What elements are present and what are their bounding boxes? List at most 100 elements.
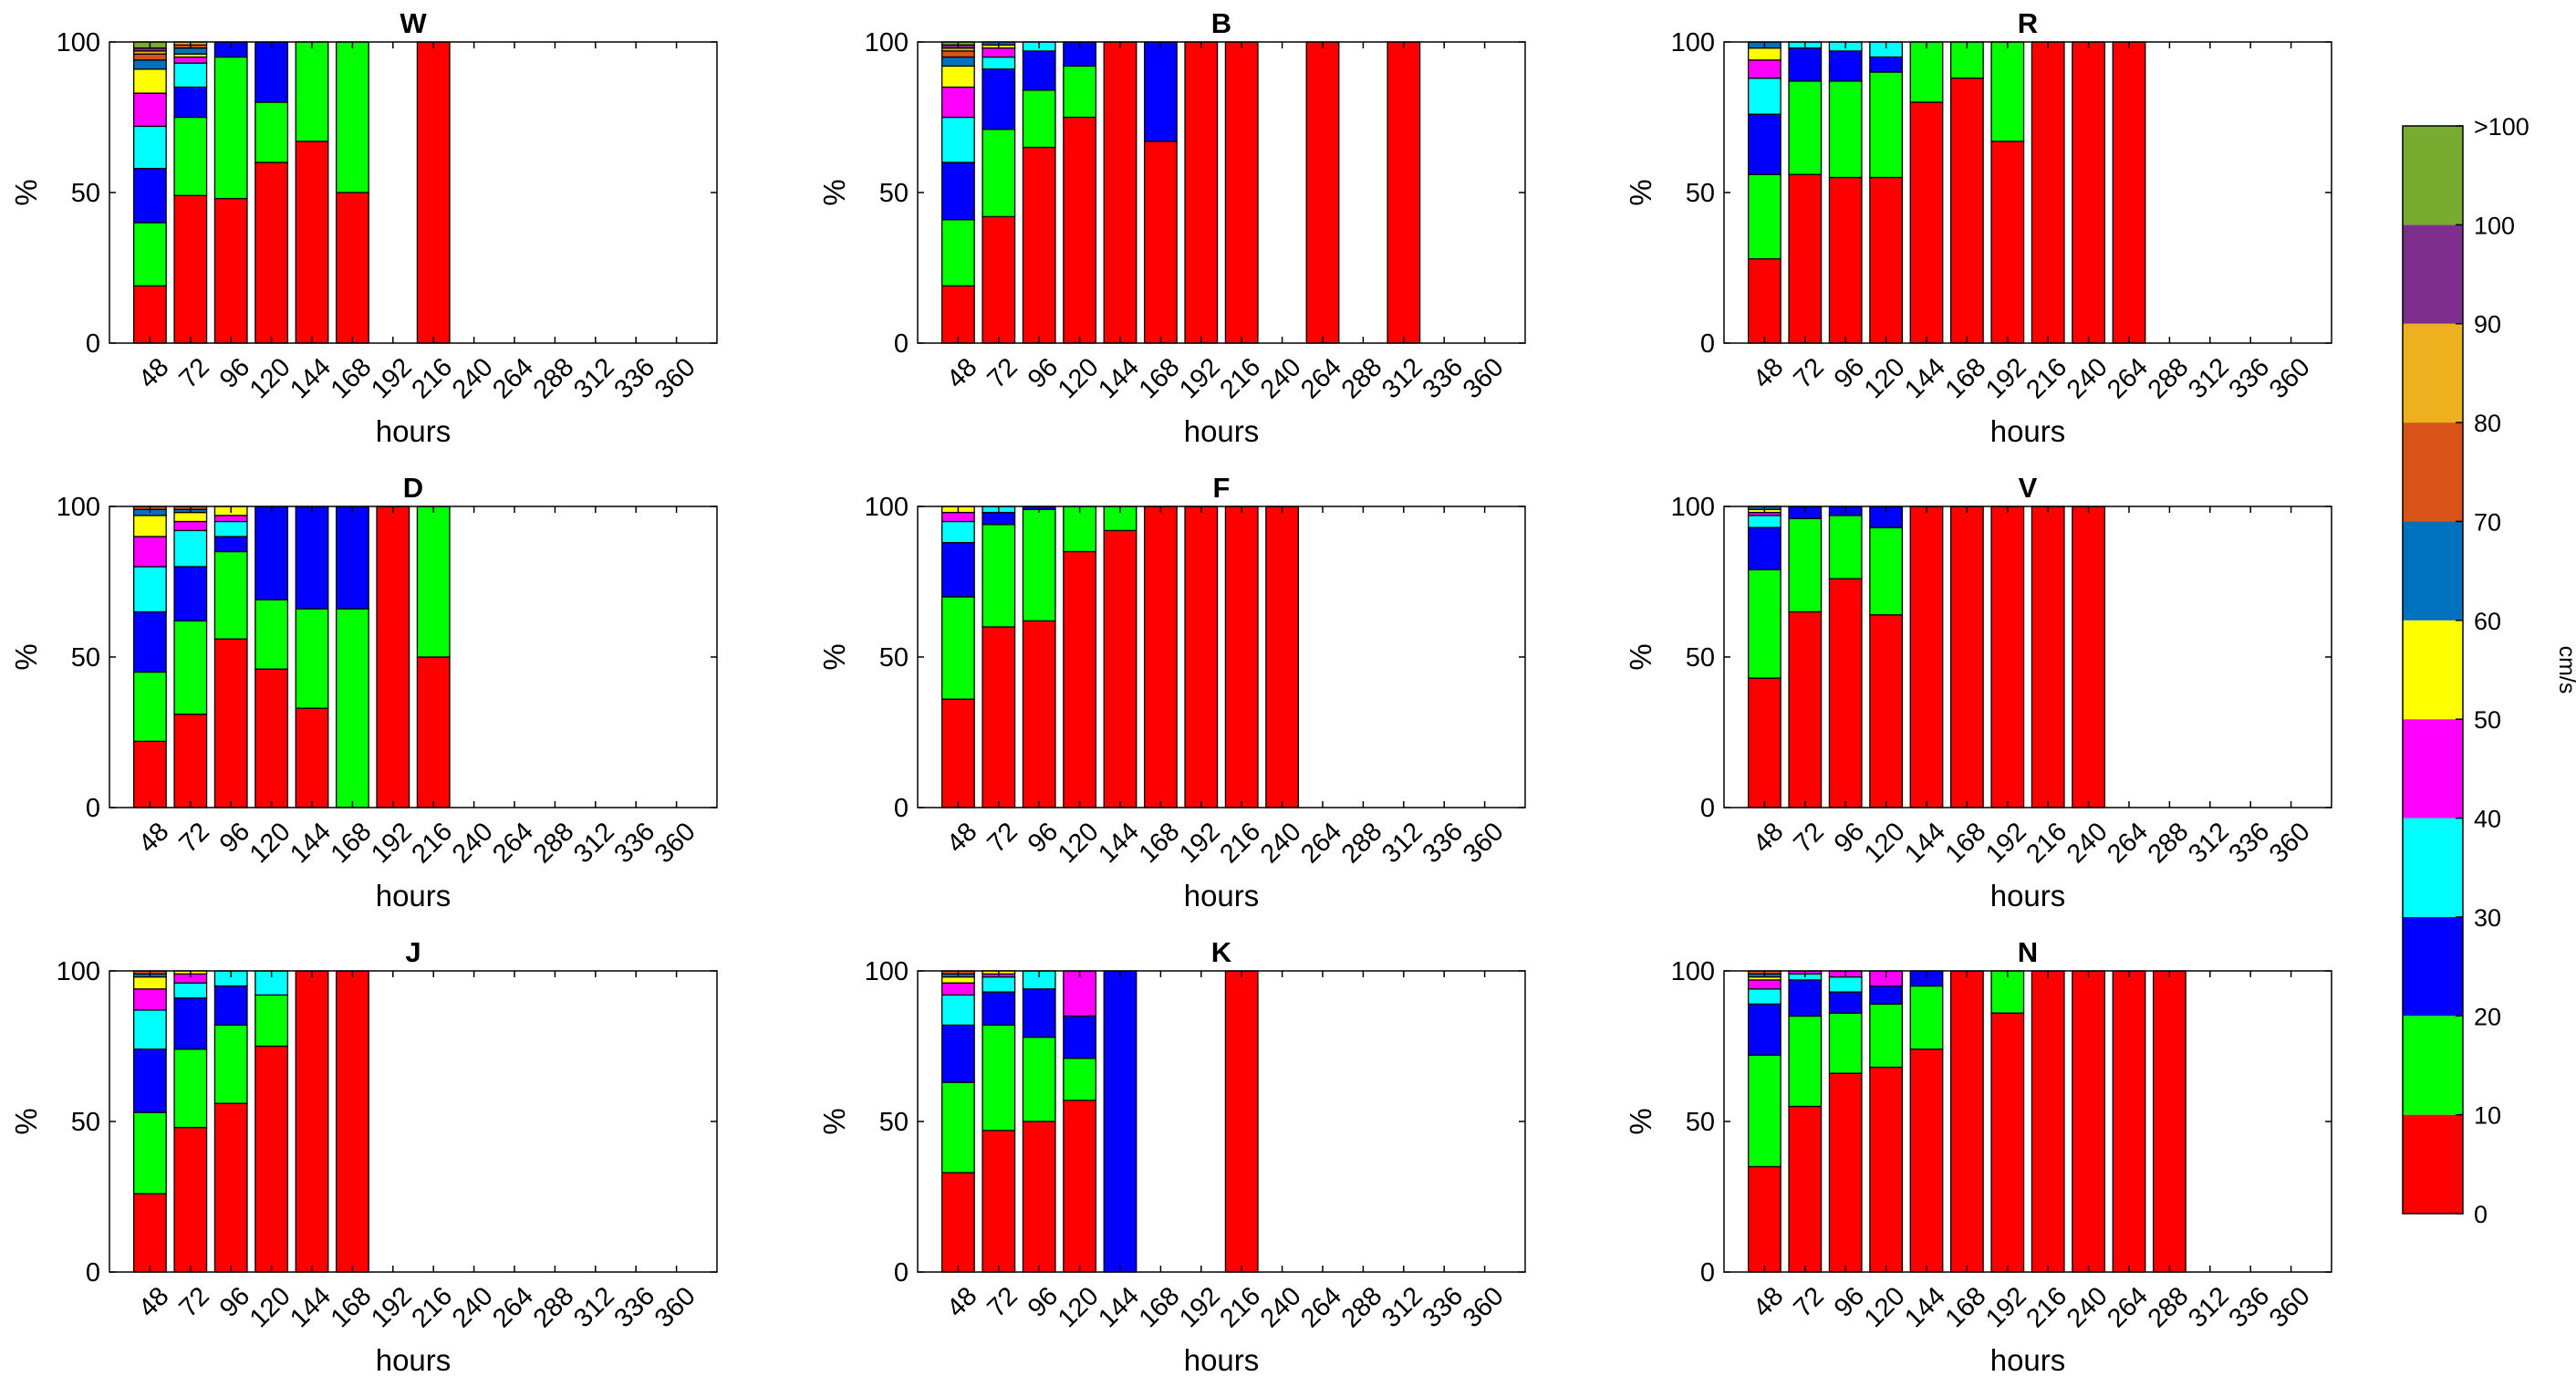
bar-segment — [173, 62, 208, 89]
x-axis-label: hours — [1184, 414, 1260, 448]
x-tick-label: 336 — [608, 1281, 660, 1333]
bar-segment — [1265, 506, 1300, 808]
bar-segment — [132, 92, 167, 128]
bar-segment — [1869, 1066, 1904, 1273]
bar-segment — [1063, 1100, 1097, 1273]
bar-segment — [982, 47, 1016, 58]
bar-segment — [1747, 77, 1781, 115]
x-tick-label: 360 — [649, 817, 701, 869]
x-tick-label: 120 — [244, 1281, 296, 1333]
y-tick-label: 0 — [1700, 329, 1715, 359]
bar-segment — [132, 1111, 167, 1194]
bar-segment — [2072, 970, 2106, 1273]
colorbar-label: cm/s — [2554, 646, 2576, 694]
x-tick-label: 72 — [982, 352, 1023, 393]
y-tick-label: 50 — [71, 643, 100, 673]
bar-segment — [1869, 56, 1904, 73]
x-tick-label: 312 — [1376, 1281, 1428, 1333]
bar-segment — [295, 970, 329, 1273]
y-tick-label: 0 — [894, 329, 909, 359]
bar-segment — [1828, 50, 1863, 82]
x-tick-label: 288 — [1336, 352, 1388, 404]
colorbar-tick-label: 50 — [2474, 706, 2501, 734]
bar-segment — [132, 1193, 167, 1273]
x-tick-label: 216 — [406, 817, 458, 869]
x-tick-label: 288 — [528, 352, 580, 404]
bar-segment — [1869, 614, 1904, 808]
bar-segment — [254, 1045, 289, 1273]
bar-segment — [1184, 506, 1219, 808]
bar-segment — [1869, 985, 1904, 1005]
x-tick-label: 360 — [2264, 352, 2316, 404]
y-tick-label: 100 — [1671, 957, 1715, 986]
bar-segment — [982, 991, 1016, 1027]
bar-segment — [254, 994, 289, 1048]
bar-segment — [940, 162, 975, 221]
y-tick-label: 0 — [86, 794, 100, 823]
bar-segment — [1828, 1072, 1863, 1273]
bar-segment — [1063, 550, 1097, 808]
bar-segment — [1828, 80, 1863, 179]
colorbar-swatch — [2403, 224, 2463, 324]
panel-n: 0501004872961201441681922162402642883123… — [1624, 936, 2332, 1377]
panel-title: V — [2019, 472, 2038, 504]
bar-segment — [1305, 41, 1340, 344]
bar-segment — [173, 56, 208, 64]
x-tick-label: 360 — [2264, 1281, 2316, 1333]
x-tick-label: 336 — [1417, 1281, 1469, 1333]
x-tick-label: 216 — [1214, 1281, 1266, 1333]
bar-segment — [1788, 610, 1823, 808]
x-tick-label: 120 — [244, 817, 296, 869]
x-tick-label: 336 — [2223, 352, 2275, 404]
colorbar-tick-label: 100 — [2474, 212, 2515, 239]
x-tick-label: 144 — [285, 352, 337, 404]
bar-segment — [2031, 970, 2065, 1273]
bar-segment — [982, 1024, 1016, 1132]
panel-f: 0501004872961201441681922162402642883123… — [817, 472, 1526, 912]
y-tick-label: 100 — [57, 957, 100, 986]
x-tick-label: 312 — [568, 1281, 620, 1333]
bar-segment — [982, 1130, 1016, 1273]
x-tick-label: 240 — [2062, 817, 2114, 869]
panel-title: R — [2018, 7, 2038, 39]
x-tick-label: 240 — [447, 817, 499, 869]
bar-segment — [254, 101, 289, 163]
bar-segment — [940, 698, 975, 808]
x-tick-label: 192 — [1174, 1281, 1226, 1333]
panel-title: B — [1211, 7, 1231, 39]
panel-j: 0501004872961201441681922162402642883123… — [9, 936, 718, 1377]
colorbar-tick-label: 0 — [2474, 1201, 2488, 1228]
x-tick-label: 192 — [1174, 817, 1226, 869]
bar-segment — [173, 620, 208, 715]
bar-segment — [940, 596, 975, 700]
bar-segment — [1788, 80, 1823, 175]
bar-segment — [1747, 1054, 1781, 1168]
x-tick-label: 360 — [649, 1281, 701, 1333]
x-tick-label: 120 — [1053, 1281, 1105, 1333]
x-tick-label: 336 — [1417, 817, 1469, 869]
y-axis-label: % — [1624, 179, 1657, 205]
colorbar-swatch — [2403, 916, 2463, 1017]
panel-title: K — [1211, 936, 1232, 968]
x-tick-label: 192 — [366, 1281, 418, 1333]
bar-segment — [213, 985, 248, 1027]
y-tick-label: 100 — [57, 493, 100, 522]
x-tick-label: 216 — [2020, 1281, 2072, 1333]
bar-segment — [173, 86, 208, 119]
colorbar-tick-label: 90 — [2474, 311, 2501, 339]
bar-segment — [1022, 988, 1056, 1038]
x-tick-label: 264 — [487, 817, 539, 869]
bar-segment — [213, 638, 248, 808]
y-tick-label: 0 — [86, 329, 100, 359]
bar-segment — [1949, 77, 1984, 344]
plot-area — [109, 971, 717, 1272]
bar-segment — [1990, 141, 2025, 344]
bar-segment — [132, 68, 167, 94]
plot-area — [918, 42, 1525, 343]
x-tick-label: 216 — [1214, 817, 1266, 869]
x-tick-label: 216 — [1214, 352, 1266, 404]
bar-segment — [1949, 970, 1984, 1273]
bar-segment — [213, 550, 248, 640]
x-tick-label: 288 — [1336, 1281, 1388, 1333]
